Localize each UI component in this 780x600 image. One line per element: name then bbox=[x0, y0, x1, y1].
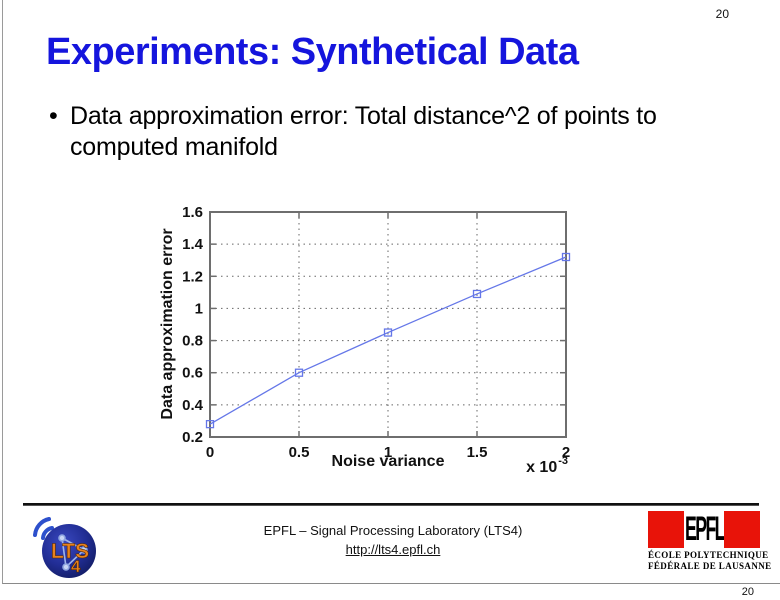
y-tick-label: 0.4 bbox=[182, 397, 204, 414]
x-axis-multiplier: x 10-3 bbox=[526, 455, 568, 476]
data-point-marker bbox=[561, 252, 571, 262]
series-line bbox=[209, 256, 567, 425]
data-point-marker bbox=[294, 368, 304, 377]
y-tick-label: 0.8 bbox=[182, 333, 203, 350]
slide-number-top: 20 bbox=[715, 7, 729, 21]
epfl-name-line2: FÉDÉRALE DE LAUSANNE bbox=[648, 560, 772, 571]
slide-title: Experiments: Synthetical Data bbox=[46, 31, 579, 73]
page-number-bottom: 20 bbox=[741, 586, 754, 598]
lts4-acronym: LTS bbox=[51, 540, 89, 563]
bullet-text: Data approximation error: Total distance… bbox=[70, 102, 657, 161]
y-tick-label: 0.2 bbox=[182, 429, 203, 446]
bullet-marker: • bbox=[49, 102, 58, 130]
lts4-four: 4 bbox=[71, 557, 81, 576]
y-tick-label: 1.4 bbox=[182, 236, 204, 253]
signal-waves-icon bbox=[33, 517, 54, 540]
y-tick-label: 1.2 bbox=[182, 268, 203, 285]
x-axis-label: Noise variance bbox=[332, 453, 445, 470]
x-tick-label: 1 bbox=[384, 444, 392, 461]
epfl-wordmark: EPFL bbox=[684, 511, 724, 548]
y-tick-label: 1 bbox=[195, 300, 203, 317]
lts4-logo: LTS 4 bbox=[33, 517, 96, 578]
footer-lab-name: EPFL – Signal Processing Laboratory (LTS… bbox=[263, 523, 523, 538]
footer-link[interactable]: http://lts4.epfl.ch bbox=[345, 542, 441, 557]
x-tick-label: 2 bbox=[562, 444, 570, 461]
lts4-ball bbox=[42, 524, 96, 578]
line-chart: 0 0.5 1 1.5 2 0.2 0.4 0.6 0.8 1 1.2 1.4 1.6 Data app… bbox=[143, 190, 623, 480]
epfl-banner: EPFL bbox=[648, 511, 760, 548]
x-tick-label: 0.5 bbox=[289, 444, 310, 461]
bullet-item: • Data approximation error: Total distan… bbox=[49, 101, 739, 163]
x-tick-label: 0 bbox=[206, 444, 214, 461]
epfl-name-line1: ÉCOLE POLYTECHNIQUE bbox=[648, 550, 769, 560]
y-axis-label: Data approximation error bbox=[159, 228, 176, 419]
epfl-wordmark-box: EPFL bbox=[684, 511, 724, 548]
y-tick-label: 0.6 bbox=[182, 365, 203, 382]
network-graph-icon bbox=[58, 534, 88, 571]
x-tick-label: 1.5 bbox=[467, 444, 488, 461]
chart-plot-area: 0 0.5 1 1.5 2 0.2 0.4 0.6 0.8 1 1.2 1.4 1.6 bbox=[182, 204, 570, 461]
chart-svg: 0 0.5 1 1.5 2 0.2 0.4 0.6 0.8 1 1.2 1.4 1.6 Data app… bbox=[159, 204, 570, 476]
footer-text-block: EPFL – Signal Processing Laboratory (LTS… bbox=[193, 523, 593, 559]
data-point-marker bbox=[205, 419, 215, 429]
footer-divider-line bbox=[23, 503, 759, 506]
data-point-marker bbox=[383, 328, 393, 337]
epfl-logo: EPFL ÉCOLE POLYTECHNIQUE FÉDÉRALE DE LAU… bbox=[648, 511, 772, 571]
epfl-name: ÉCOLE POLYTECHNIQUE FÉDÉRALE DE LAUSANNE bbox=[648, 550, 772, 571]
slide-canvas: 20 Experiments: Synthetical Data • Data … bbox=[2, 0, 780, 584]
data-point-marker bbox=[472, 289, 482, 299]
y-tick-label: 1.6 bbox=[182, 204, 203, 221]
